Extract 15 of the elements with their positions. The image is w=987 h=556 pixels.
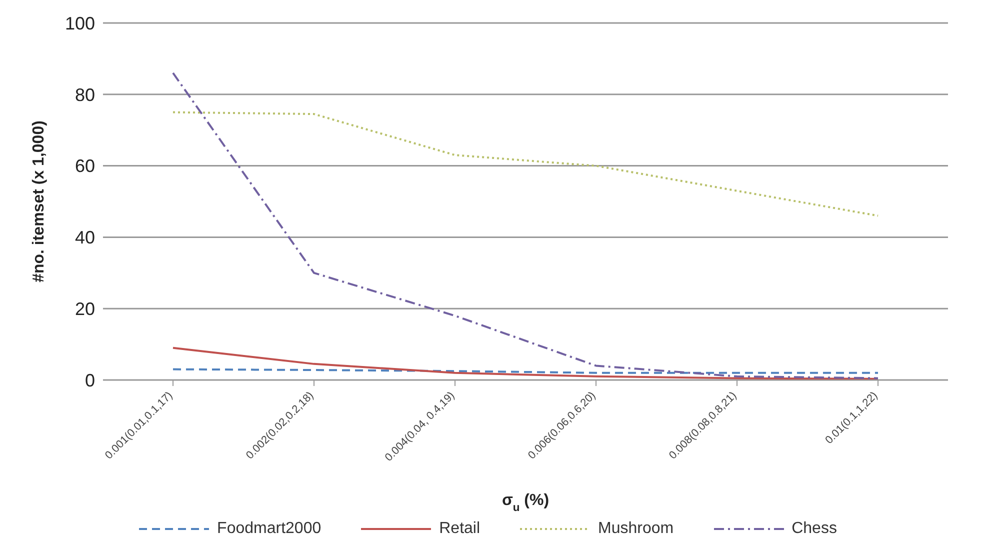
x-axis-title: σ$_{u}$ (%) [502, 492, 550, 514]
line-series [172, 346, 879, 380]
line-series [172, 72, 879, 380]
legend-label: Foodmart2000 [217, 520, 322, 538]
y-tick-label: 100 [64, 13, 95, 34]
y-tick-label: 60 [74, 156, 95, 176]
legend-label: Mushroom [598, 520, 674, 538]
y-axis-title: #no. itemset (x 1,000) [30, 120, 48, 282]
y-tick-label: 0 [84, 370, 95, 390]
legend-label: Retail [439, 520, 480, 538]
legend-label: Chess [792, 520, 837, 538]
y-tick-label: 40 [74, 228, 95, 248]
y-tick-label: 20 [74, 298, 95, 319]
y-tick-label: 80 [74, 84, 95, 105]
line-series [172, 111, 879, 217]
